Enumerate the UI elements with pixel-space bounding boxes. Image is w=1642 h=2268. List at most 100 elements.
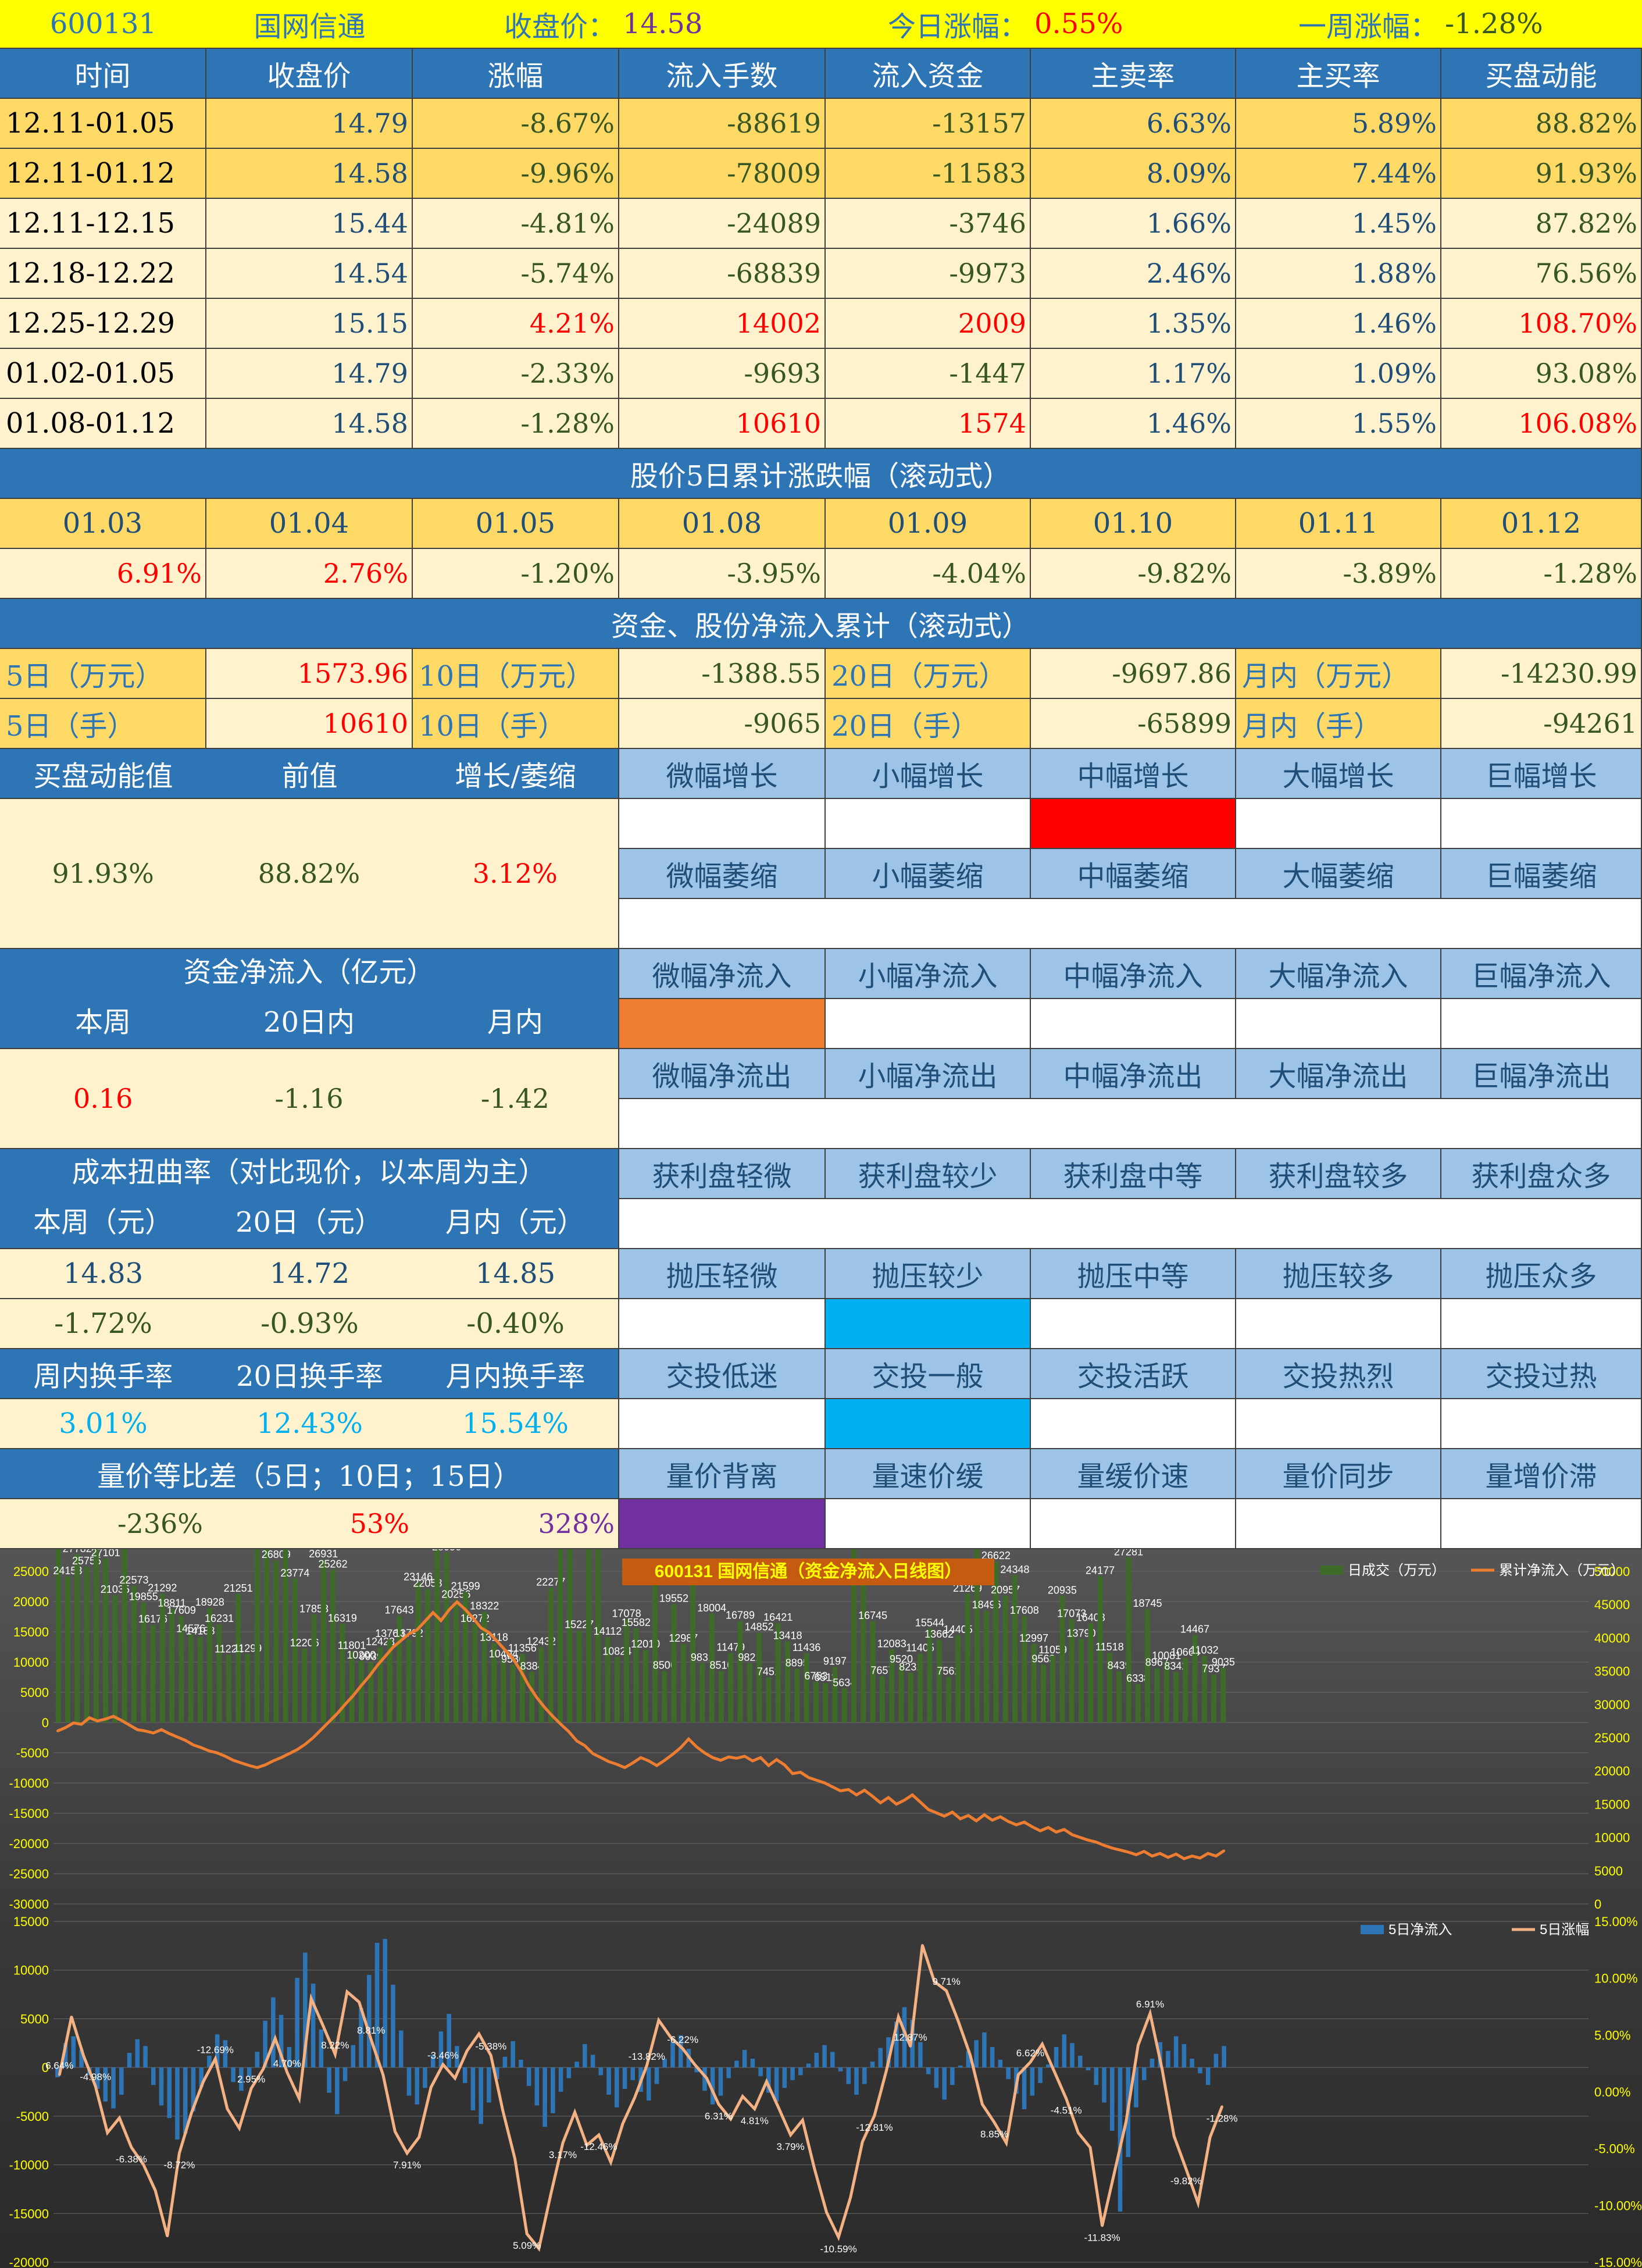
line-point	[416, 1628, 419, 1631]
cumflow-label: 20日（万元）	[826, 649, 1031, 699]
bar	[351, 2045, 356, 2068]
cell-period: 12.11-12.15	[0, 199, 206, 249]
bar	[861, 1582, 866, 1723]
bar	[846, 2067, 851, 2084]
bar	[330, 1570, 336, 1723]
pressure-indicator	[619, 1299, 826, 1349]
bar	[310, 1984, 316, 2068]
line-point	[597, 2134, 600, 2137]
line-point	[1209, 2136, 1212, 2139]
table-row: 12.11-01.12 14.58 -9.96% -78009 -11583 8…	[0, 149, 1642, 199]
cumflow-value: -9065	[619, 699, 826, 749]
turnover-col-header: 月内换手率	[413, 1349, 619, 1399]
line-point	[280, 1756, 283, 1759]
line-point	[591, 1752, 594, 1755]
line-point	[1017, 2073, 1020, 2076]
data-label: 18745	[1133, 1597, 1162, 1609]
bar	[1134, 2067, 1138, 2107]
line-point	[1015, 1823, 1018, 1826]
line-point	[911, 1793, 914, 1796]
line-point	[431, 1611, 434, 1614]
bar	[1135, 1684, 1141, 1723]
rolling5-date: 01.10	[1031, 499, 1236, 549]
cell-buy-rate: 1.45%	[1236, 199, 1441, 249]
legend-label: 5日涨幅	[1540, 1922, 1589, 1938]
point-label: -12.46%	[580, 2141, 617, 2152]
bar	[135, 2039, 140, 2068]
bar	[1211, 1674, 1217, 1723]
line-point	[1007, 1820, 1010, 1823]
bar	[406, 2067, 412, 2096]
point-label: -10.59%	[820, 2244, 856, 2255]
bar	[1069, 1619, 1075, 1723]
bar	[141, 1602, 147, 1723]
bar	[879, 1676, 885, 1723]
line-point	[887, 1796, 890, 1799]
bar	[576, 1630, 582, 1723]
bar	[63, 2043, 68, 2068]
bar	[1002, 1596, 1008, 1723]
bar	[93, 1549, 99, 1723]
volprice-value: -236%	[0, 1499, 206, 1549]
volprice-label: 量速价缓	[826, 1449, 1031, 1499]
line-point	[384, 1655, 387, 1658]
bar	[662, 1671, 667, 1723]
col-header: 主卖率	[1031, 49, 1236, 99]
bar	[832, 1667, 838, 1723]
netflow-week: 0.16	[73, 1083, 133, 1114]
data-label: 16319	[328, 1612, 357, 1624]
data-label: 11356	[508, 1642, 537, 1654]
line-point	[576, 1739, 579, 1742]
line-point	[751, 1760, 754, 1763]
point-label: 8.81%	[357, 2025, 385, 2036]
line-point	[80, 1723, 83, 1726]
cumflow-value: -9697.86	[1031, 649, 1236, 699]
line-point	[831, 1785, 834, 1788]
cumflow-value: -1388.55	[619, 649, 826, 699]
rolling5-date: 01.05	[413, 499, 619, 549]
bar	[1012, 1575, 1018, 1723]
line-point	[262, 2067, 265, 2070]
point-label: 8.85%	[980, 2129, 1008, 2140]
line-point	[367, 1675, 370, 1678]
bar	[606, 2067, 611, 2095]
y-right-tick-label: -10.00%	[1594, 2198, 1642, 2213]
cell-buy-rate: 1.55%	[1236, 399, 1441, 449]
bar	[630, 2067, 636, 2080]
bar	[1088, 1623, 1094, 1723]
bar	[690, 1579, 696, 1723]
line-point	[320, 1728, 323, 1731]
bar	[958, 2065, 963, 2068]
bar	[1116, 1671, 1122, 1723]
rolling5-value: -3.95%	[619, 549, 826, 599]
bar	[159, 2067, 164, 2106]
bar	[159, 1593, 165, 1723]
point-label: -8.72%	[163, 2159, 195, 2170]
data-label: 18004	[697, 1602, 726, 1614]
cell-sell-rate: 6.63%	[1031, 99, 1236, 149]
bar	[255, 2052, 260, 2068]
line-point	[1127, 1850, 1130, 1853]
line-point	[775, 1758, 778, 1761]
bar	[1173, 2036, 1179, 2068]
line-point	[919, 1800, 922, 1803]
data-label: 8439	[1108, 1660, 1131, 1671]
profit-label: 获利盘轻微	[619, 1149, 826, 1199]
cell-momentum: 106.08%	[1441, 399, 1642, 449]
line-point	[957, 2020, 960, 2023]
bar	[479, 2067, 483, 2124]
bar	[1118, 2067, 1123, 2212]
line-point	[334, 2053, 337, 2056]
bar	[303, 1952, 308, 2068]
bar	[1183, 1658, 1188, 1723]
point-label: 6.91%	[1136, 1999, 1164, 2010]
bar	[1163, 1661, 1169, 1723]
line-point	[392, 1646, 395, 1649]
cell-funds: -9973	[826, 249, 1031, 299]
bar	[1181, 2044, 1187, 2068]
bar	[438, 2031, 444, 2068]
rolling5-title: 股价5日累计涨跌幅（滚动式）	[0, 449, 1642, 499]
pressure-labels: 抛压轻微 抛压较少 抛压中等 抛压较多 抛压众多	[619, 1249, 1642, 1299]
volprice-header: 量价等比差（5日；10日；15日）	[0, 1449, 619, 1499]
bar	[841, 1688, 847, 1723]
